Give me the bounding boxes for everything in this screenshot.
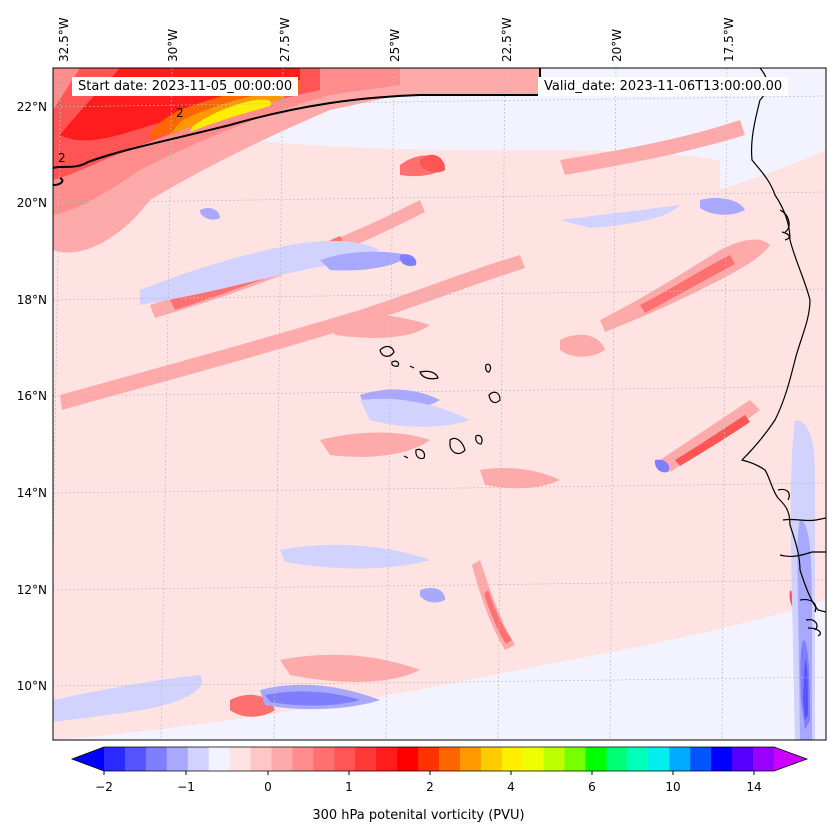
cb-tick-label: −1 xyxy=(177,780,195,794)
colorbar-segment xyxy=(439,747,461,771)
colorbar-segment xyxy=(627,747,649,771)
longitude-labels: 32.5°W 30°W 27.5°W 25°W 22.5°W 20°W 17.5… xyxy=(57,17,736,62)
lon-label: 27.5°W xyxy=(278,17,292,62)
colorbar-segment xyxy=(292,747,314,771)
pv2-contour: 2 2 xyxy=(53,68,541,186)
colorbar-segment xyxy=(648,747,670,771)
colorbar xyxy=(70,746,809,775)
colorbar-segment xyxy=(397,747,419,771)
colorbar-segment xyxy=(564,747,587,771)
coastline xyxy=(379,68,826,637)
lat-label: 12°N xyxy=(17,583,47,597)
colorbar-extend-max xyxy=(774,747,807,771)
colorbar-segment xyxy=(313,747,335,771)
colorbar-segment xyxy=(585,747,607,771)
colorbar-segment xyxy=(145,747,168,771)
colorbar-segment xyxy=(104,747,126,771)
colorbar-segment xyxy=(418,747,440,771)
cb-tick-label: 6 xyxy=(588,780,596,794)
lat-label: 14°N xyxy=(17,486,47,500)
lon-label: 20°W xyxy=(610,29,624,62)
lat-label: 10°N xyxy=(17,679,47,693)
cb-tick-label: 4 xyxy=(507,780,515,794)
colorbar-segment xyxy=(690,747,712,771)
cb-tick-label: −2 xyxy=(95,780,113,794)
lon-label: 17.5°W xyxy=(722,17,736,62)
lon-label: 25°W xyxy=(388,29,402,62)
valid-date-label: Valid_date: 2023-11-06T13:00:00.00 xyxy=(538,77,789,96)
map-frame xyxy=(52,67,827,741)
lon-label: 32.5°W xyxy=(57,17,71,62)
cb-tick-label: 10 xyxy=(665,780,680,794)
contour-label-left: 2 xyxy=(58,151,66,165)
colorbar-segment xyxy=(501,747,524,771)
colorbar-segment xyxy=(480,747,503,771)
colorbar-segment xyxy=(669,747,691,771)
colorbar-label: 300 hPa potenital vorticity (PVU) xyxy=(312,808,525,823)
colorbar-segment xyxy=(271,747,293,771)
cb-tick-label: 14 xyxy=(746,780,761,794)
colorbar-segment xyxy=(711,747,733,771)
colorbar-segment xyxy=(732,747,754,771)
lat-label: 16°N xyxy=(17,389,47,403)
colorbar-segment xyxy=(334,747,356,771)
cb-tick-label: 0 xyxy=(264,780,272,794)
colorbar-segment xyxy=(166,747,189,771)
colorbar-segment xyxy=(543,747,566,771)
colorbar-ticks: −2 −1 0 1 2 4 6 10 14 xyxy=(95,780,761,794)
colorbar-segment xyxy=(376,747,398,771)
lat-label: 20°N xyxy=(17,196,47,210)
lat-label: 18°N xyxy=(17,293,47,307)
start-date-label: Start date: 2023-11-05_00:00:00 xyxy=(72,77,299,96)
colorbar-segment xyxy=(208,747,231,771)
colorbar-segment xyxy=(229,747,252,771)
latitude-labels: 22°N 20°N 18°N 16°N 14°N 12°N 10°N xyxy=(17,100,47,693)
colorbar-segment xyxy=(187,747,210,771)
colorbar-segment xyxy=(459,747,482,771)
lat-label: 22°N xyxy=(17,100,47,114)
pv-field xyxy=(53,68,826,740)
graticule xyxy=(53,68,826,740)
cb-tick-label: 2 xyxy=(426,780,434,794)
colorbar-segment xyxy=(753,747,775,771)
cb-tick-label: 1 xyxy=(345,780,353,794)
contour-label: 2 xyxy=(176,106,184,120)
colorbar-segment xyxy=(124,747,147,771)
colorbar-extend-min xyxy=(72,747,104,771)
colorbar-segment xyxy=(606,747,628,771)
colorbar-segment xyxy=(522,747,545,771)
colorbar-segment xyxy=(355,747,377,771)
colorbar-segment xyxy=(250,747,272,771)
lon-label: 30°W xyxy=(166,29,180,62)
lon-label: 22.5°W xyxy=(500,17,514,62)
